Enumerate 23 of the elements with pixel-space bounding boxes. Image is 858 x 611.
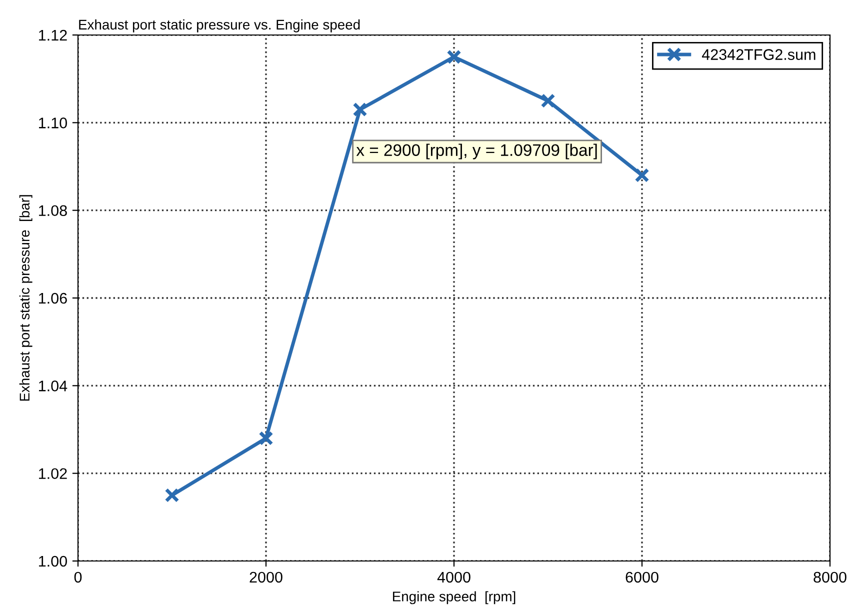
point	[634, 168, 650, 183]
x-tick-label: 8000	[814, 572, 846, 583]
y-tick-label: 1.10	[39, 118, 67, 128]
y-tick-label: 1.08	[39, 205, 67, 216]
x-tick-label: 4000	[437, 572, 470, 583]
x-tick-label: 2000	[250, 572, 282, 583]
legend-label: 42342TFG2.sum	[702, 49, 816, 60]
point	[540, 93, 556, 108]
y-axis-title: Exhaust port static pressure [bar]	[19, 195, 32, 401]
y-tick-label: 1.02	[39, 468, 67, 480]
x-tick-label: 6000	[626, 572, 658, 583]
y-tick-label: 1.06	[39, 292, 67, 304]
point	[164, 488, 180, 503]
chart-title: Exhaust port static pressure vs. Engine speed	[79, 19, 360, 32]
x-tick-label: 0	[74, 572, 82, 583]
point	[446, 50, 462, 64]
point	[258, 430, 274, 446]
annotation: x = 2900 [rpm], y = 1.09709 [bar]	[356, 144, 597, 160]
x-axis-title: Engine speed [rpm]	[392, 591, 516, 604]
point	[352, 102, 368, 117]
y-tick-label: 1.00	[39, 556, 67, 567]
y-tick-label: 1.04	[39, 380, 68, 392]
y-tick-label: 1.12	[39, 30, 67, 41]
